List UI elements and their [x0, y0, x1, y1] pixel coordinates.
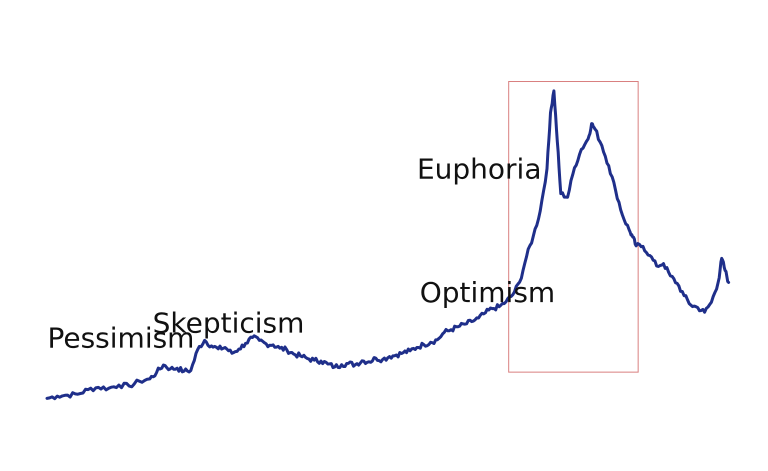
stage-label-skepticism: Skepticism	[153, 306, 305, 339]
price-line	[45, 89, 731, 401]
stage-label-euphoria: Euphoria	[417, 153, 542, 186]
stage-label-optimism: Optimism	[420, 276, 556, 309]
highlight-box	[508, 81, 639, 373]
stage-label-pessimism: Pessimism	[47, 322, 194, 355]
